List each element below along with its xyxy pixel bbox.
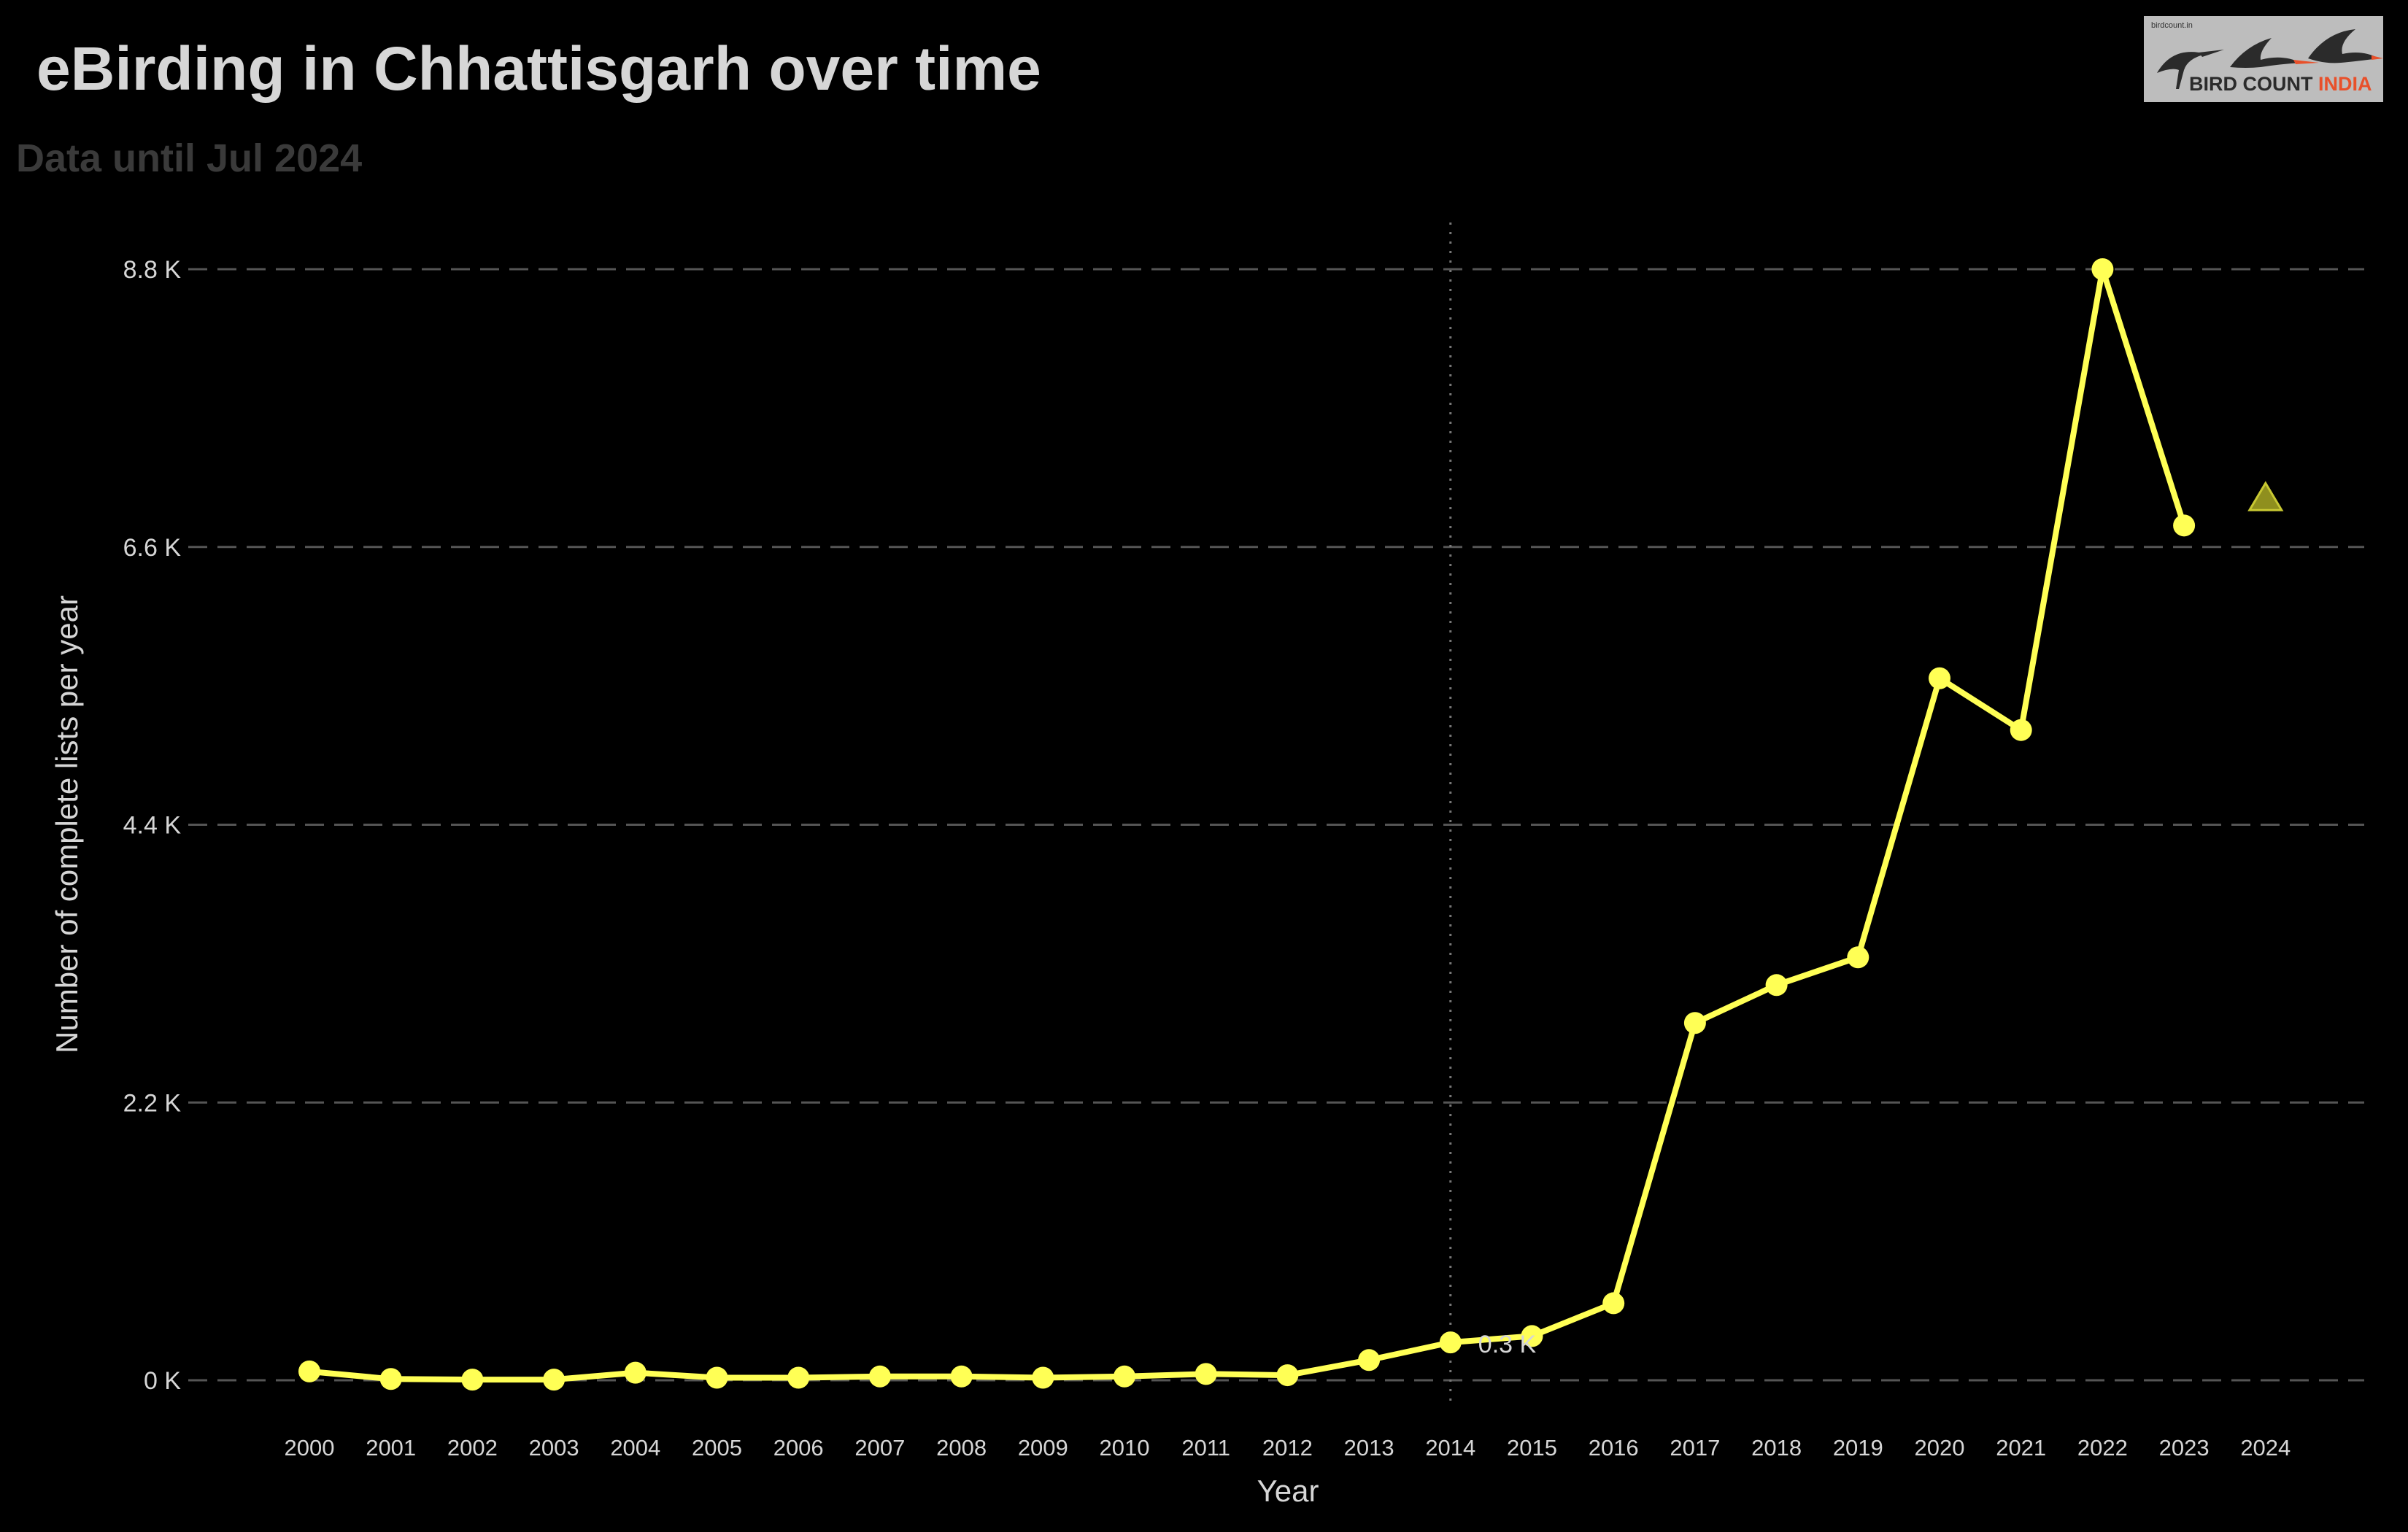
x-tick-label-2021: 2021: [1996, 1435, 2046, 1461]
x-tick-label-2020: 2020: [1915, 1435, 1965, 1461]
x-tick-label-2014: 2014: [1425, 1435, 1475, 1461]
x-tick-label-2015: 2015: [1507, 1435, 1557, 1461]
data-point-2007: [868, 1365, 891, 1388]
x-tick-label-2007: 2007: [854, 1435, 905, 1461]
x-tick-label-2018: 2018: [1751, 1435, 1802, 1461]
y-tick-label-2: 4.4 K: [123, 812, 182, 840]
data-point-2020: [1929, 667, 1950, 689]
logo-text: BIRD COUNT INDIA: [2189, 74, 2372, 94]
x-tick-label-2016: 2016: [1589, 1435, 1639, 1461]
x-tick-label-2005: 2005: [692, 1435, 742, 1461]
x-tick-label-2000: 2000: [285, 1435, 335, 1461]
chart-subtitle: Data until Jul 2024: [16, 136, 363, 180]
logo-text-india: INDIA: [2318, 73, 2372, 95]
x-tick-label-2003: 2003: [529, 1435, 579, 1461]
data-point-2001: [379, 1368, 402, 1390]
data-point-2022: [2091, 258, 2114, 280]
data-point-2002: [461, 1369, 484, 1391]
x-tick-label-2010: 2010: [1100, 1435, 1150, 1461]
x-tick-label-2004: 2004: [610, 1435, 660, 1461]
x-tick-label-2022: 2022: [2077, 1435, 2128, 1461]
y-tick-label-1: 2.2 K: [123, 1089, 182, 1117]
y-axis-label: Number of complete lists per year: [50, 595, 84, 1053]
data-point-2014: [1439, 1331, 1462, 1354]
x-tick-label-2006: 2006: [773, 1435, 824, 1461]
data-point-2011: [1195, 1363, 1217, 1385]
projected-point-triangle: [2247, 481, 2284, 511]
x-tick-label-2011: 2011: [1181, 1435, 1230, 1461]
data-point-2013: [1358, 1349, 1381, 1372]
x-tick-label-2017: 2017: [1670, 1435, 1720, 1461]
series-line: [306, 266, 2188, 1383]
chart-title: eBirding in Chhattisgarh over time: [36, 34, 1041, 103]
data-point-2018: [1765, 974, 1788, 997]
data-point-2021: [2010, 719, 2032, 741]
data-point-2000: [298, 1360, 320, 1382]
x-tick-label-2001: 2001: [366, 1435, 416, 1461]
data-point-2003: [543, 1369, 566, 1391]
birds-logo-icon: [2157, 29, 2383, 89]
data-point-2004: [624, 1361, 647, 1384]
data-point-2017: [1683, 1012, 1706, 1034]
data-point-2010: [1114, 1365, 1135, 1388]
x-tick-label-2019: 2019: [1833, 1435, 1883, 1461]
data-point-2019: [1847, 946, 1869, 969]
bird-count-india-logo: birdcount.in BIRD COUNT INDIA: [2144, 16, 2383, 102]
data-point-2012: [1276, 1364, 1299, 1387]
data-point-2023: [2173, 514, 2196, 537]
annotation-label: 0.3 K: [1478, 1331, 1537, 1358]
data-point-2008: [950, 1365, 973, 1388]
x-axis-label: Year: [1257, 1474, 1319, 1508]
x-tick-label-2008: 2008: [936, 1435, 987, 1461]
x-tick-label-2013: 2013: [1344, 1435, 1394, 1461]
data-point-2016: [1602, 1292, 1625, 1315]
x-tick-label-2024: 2024: [2240, 1435, 2291, 1461]
y-tick-label-3: 6.6 K: [123, 534, 182, 562]
x-tick-label-2012: 2012: [1262, 1435, 1313, 1461]
data-point-2009: [1032, 1366, 1054, 1389]
x-tick-label-2023: 2023: [2159, 1435, 2210, 1461]
logo-small-text: birdcount.in: [2151, 21, 2193, 30]
data-point-2006: [787, 1366, 810, 1389]
data-point-2005: [706, 1366, 728, 1389]
logo-text-bird-count: BIRD COUNT: [2189, 73, 2318, 95]
data-point-2015: [1521, 1325, 1543, 1347]
y-tick-label-0: 0 K: [144, 1367, 181, 1395]
y-tick-label-4: 8.8 K: [123, 256, 182, 284]
x-tick-label-2009: 2009: [1018, 1435, 1068, 1461]
x-tick-label-2002: 2002: [447, 1435, 498, 1461]
